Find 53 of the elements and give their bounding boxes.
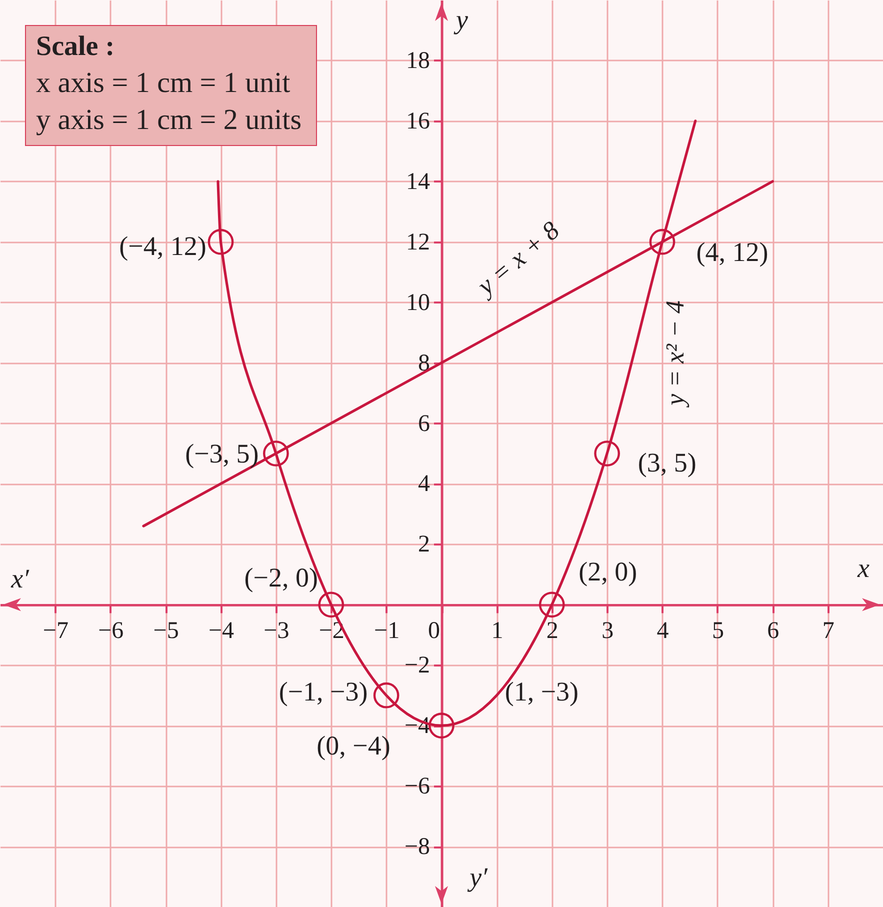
y-tick-label: 14 — [406, 168, 430, 195]
annotation: (4, 12) — [696, 236, 768, 267]
x-tick-label: 3 — [602, 618, 614, 644]
x-tick-label: −5 — [153, 618, 179, 644]
text: y = x² − 4 — [660, 300, 690, 408]
x-tick-label: −7 — [42, 618, 68, 644]
point — [428, 712, 454, 739]
annotation: (0, −4) — [316, 730, 390, 761]
point — [208, 228, 234, 255]
x-tick-label: 0 — [428, 618, 440, 644]
x-tick-label: −3 — [264, 618, 290, 644]
y-tick-label: 8 — [418, 350, 430, 376]
annotation: y axis = 1 cm = 2 units — [36, 103, 302, 138]
y-tick-label: −6 — [404, 774, 430, 800]
y-tick-label: 2 — [418, 532, 430, 558]
point — [649, 228, 676, 255]
x-tick-label: −1 — [374, 618, 400, 644]
y-tick-label: 12 — [406, 229, 430, 256]
text: y = x + 8 — [469, 216, 565, 302]
annotation: (−3, 5) — [185, 438, 259, 468]
x-axis-title: x — [856, 553, 870, 584]
annotation: x′ — [10, 564, 30, 594]
point — [538, 592, 565, 618]
annotation: Scale : — [36, 30, 116, 64]
x-tick-label: 2 — [546, 618, 558, 644]
x-tick-label: 4 — [656, 618, 669, 644]
annotation: (−4, 12) — [119, 230, 206, 261]
x-tick-label: −6 — [98, 618, 124, 644]
x-tick-label: 5 — [712, 618, 724, 644]
annotation: (−2, 0) — [244, 562, 318, 593]
x-tick-label: −4 — [208, 618, 234, 644]
annotation: y′ — [466, 862, 489, 892]
point — [263, 440, 289, 466]
y-tick-label: −2 — [404, 652, 430, 679]
y-tick-label: 10 — [406, 290, 430, 316]
annotation: (3, 5) — [638, 448, 696, 478]
y-tick-label: 4 — [418, 471, 430, 498]
annotation: (1, −3) — [504, 676, 579, 706]
annotation: (2, 0) — [578, 556, 638, 587]
x-tick-label: 7 — [822, 618, 834, 644]
annotation: x axis = 1 cm = 1 unit — [36, 66, 292, 101]
x-tick-label: 1 — [491, 618, 504, 644]
x-tick-label: 6 — [767, 618, 780, 644]
point — [373, 682, 400, 708]
annotation: (−1, −3) — [278, 676, 368, 706]
y-tick-label: 18 — [406, 48, 430, 74]
point — [318, 592, 344, 618]
y-tick-label: −8 — [404, 834, 430, 860]
note-box: Scale : x axis = 1 cm = 1 unit y axis = 1 cm = 2 units — [25, 25, 317, 146]
y-tick-label: 16 — [406, 108, 430, 134]
y-axis-title: y — [453, 4, 468, 34]
point — [594, 440, 620, 466]
y-tick-label: 6 — [418, 410, 430, 437]
